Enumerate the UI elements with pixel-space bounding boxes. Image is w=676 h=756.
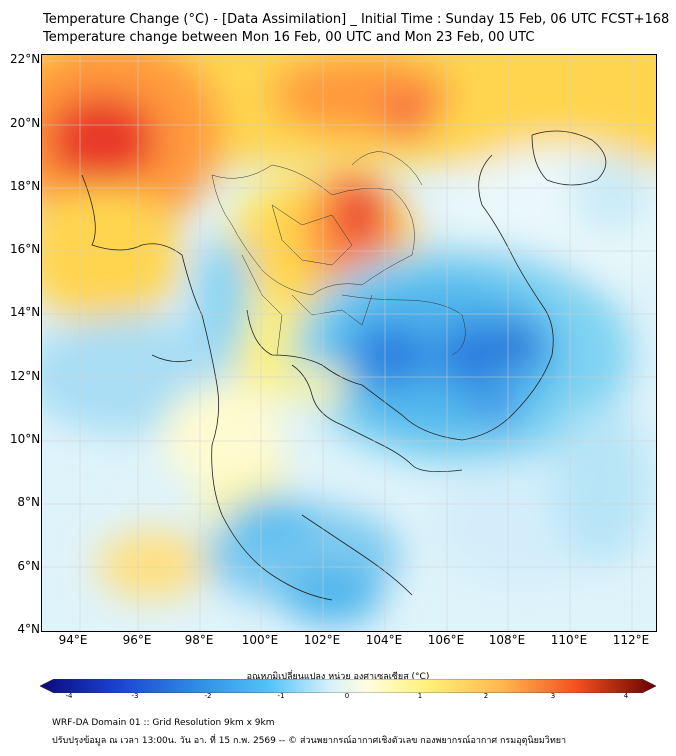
lon-label-106e: 106°E	[427, 633, 465, 647]
colorbar	[40, 679, 656, 693]
lon-label-110e: 110°E	[550, 633, 588, 647]
lat-label-18n: 18°N	[10, 179, 41, 193]
lat-label-8n: 8°N	[17, 495, 40, 509]
lat-label-22n: 22°N	[10, 52, 41, 66]
colorbar-tick: -2	[204, 692, 212, 700]
temperature-map[interactable]	[41, 54, 657, 632]
province-borders	[211, 151, 466, 356]
lon-label-112e: 112°E	[612, 633, 650, 647]
lon-label-98e: 98°E	[184, 633, 214, 647]
colorbar-tick: -4	[65, 692, 73, 700]
lon-label-94e: 94°E	[58, 633, 88, 647]
lat-label-6n: 6°N	[17, 559, 40, 573]
lat-label-16n: 16°N	[10, 242, 41, 256]
colorbar-tick: 2	[483, 692, 489, 700]
lat-label-10n: 10°N	[10, 432, 41, 446]
colorbar-label: อุณหภูมิเปลี่ยนแปลง หน่วย องศาเซลเซียส (…	[246, 672, 430, 682]
colorbar-tick: -1	[277, 692, 285, 700]
chart-title: Temperature Change (°C) - [Data Assimila…	[43, 12, 670, 27]
footer-update-info: ปรับปรุงข้อมูล ณ เวลา 13:00น. วัน อา. ที…	[52, 736, 567, 746]
graticule	[42, 55, 656, 631]
lon-label-108e: 108°E	[488, 633, 526, 647]
colorbar-tick: 4	[623, 692, 629, 700]
colorbar-tick: 1	[417, 692, 423, 700]
lat-label-4n: 4°N	[17, 622, 40, 636]
lon-label-104e: 104°E	[365, 633, 403, 647]
temperature-field	[42, 55, 656, 625]
lat-label-20n: 20°N	[10, 116, 41, 130]
colorbar-tick: 0	[344, 692, 350, 700]
lon-label-102e: 102°E	[303, 633, 341, 647]
colorbar-tick: 3	[550, 692, 556, 700]
footer-domain-info: WRF-DA Domain 01 :: Grid Resolution 9km …	[52, 718, 275, 728]
lat-label-12n: 12°N	[10, 369, 41, 383]
colorbar-tick: -3	[131, 692, 139, 700]
map-svg	[42, 55, 656, 631]
coastlines	[81, 130, 607, 601]
lon-label-100e: 100°E	[241, 633, 279, 647]
lon-label-96e: 96°E	[122, 633, 152, 647]
lat-label-14n: 14°N	[10, 305, 41, 319]
chart-subtitle: Temperature change between Mon 16 Feb, 0…	[43, 30, 535, 45]
